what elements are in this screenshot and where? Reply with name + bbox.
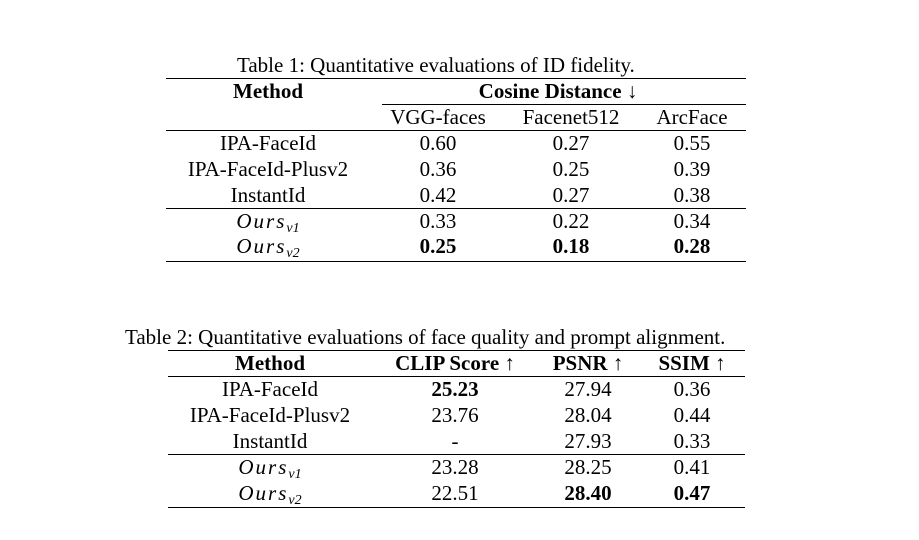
value-cell: 0.22 [552, 209, 590, 233]
value-cell: 0.25 [552, 157, 590, 181]
value-cell: 0.39 [673, 157, 711, 181]
value-cell: 0.47 [673, 481, 711, 505]
value-cell: 0.27 [552, 183, 590, 207]
method-cell: IPA-FaceId-Plusv2 [189, 403, 351, 427]
value-cell: - [451, 429, 459, 453]
value-cell: 0.42 [419, 183, 457, 207]
method-cell: Oursv1 [238, 455, 302, 482]
table-2-ours-rule [168, 454, 745, 455]
table-1-header-cosine: Cosine Distance ↓ [478, 79, 638, 103]
value-cell: 0.25 [419, 234, 457, 258]
value-cell: 0.60 [419, 131, 457, 155]
table-2-caption: Table 2: Quantitative evaluations of fac… [125, 325, 726, 349]
table-2-header-clip: CLIP Score ↑ [395, 351, 515, 375]
value-cell: 0.28 [673, 234, 711, 258]
table-1-subheader-arcface: ArcFace [656, 105, 728, 129]
value-cell: 0.44 [673, 403, 711, 427]
table-1-caption: Table 1: Quantitative evaluations of ID … [237, 53, 635, 77]
table-1-subheader-vgg: VGG-faces [390, 105, 486, 129]
method-cell: Oursv2 [236, 234, 300, 261]
method-cell: IPA-FaceId [221, 377, 319, 401]
value-cell: 28.40 [564, 481, 612, 505]
value-cell: 0.55 [673, 131, 711, 155]
value-cell: 23.76 [431, 403, 479, 427]
method-cell: IPA-FaceId [219, 131, 317, 155]
table-1-subheader-facenet: Facenet512 [522, 105, 620, 129]
table-1-header-method: Method [233, 79, 303, 103]
value-cell: 0.36 [419, 157, 457, 181]
table-2-mid-rule [168, 376, 745, 377]
table-1-bottom-rule [166, 261, 746, 263]
value-cell: 0.27 [552, 131, 590, 155]
value-cell: 0.34 [673, 209, 711, 233]
table-2-header-ssim: SSIM ↑ [658, 351, 726, 375]
table-1-mid-rule [166, 130, 746, 131]
value-cell: 0.38 [673, 183, 711, 207]
value-cell: 0.36 [673, 377, 711, 401]
value-cell: 27.94 [564, 377, 612, 401]
table-2-header-psnr: PSNR ↑ [552, 351, 624, 375]
table-1-group-rule [382, 104, 746, 105]
value-cell: 27.93 [564, 429, 612, 453]
method-cell: Oursv1 [236, 209, 300, 236]
method-cell: Oursv2 [238, 481, 302, 508]
value-cell: 0.41 [673, 455, 711, 479]
method-cell: IPA-FaceId-Plusv2 [187, 157, 349, 181]
value-cell: 25.23 [431, 377, 479, 401]
value-cell: 0.33 [419, 209, 457, 233]
table-2-top-rule [168, 350, 745, 352]
table-1-top-rule [166, 78, 746, 80]
value-cell: 23.28 [431, 455, 479, 479]
value-cell: 28.04 [564, 403, 612, 427]
value-cell: 0.18 [552, 234, 590, 258]
method-cell: InstantId [230, 183, 306, 207]
value-cell: 22.51 [431, 481, 479, 505]
value-cell: 28.25 [564, 455, 612, 479]
table-2-bottom-rule [168, 507, 745, 509]
table-1-ours-rule [166, 208, 746, 209]
table-2-header-method: Method [235, 351, 305, 375]
method-cell: InstantId [232, 429, 308, 453]
value-cell: 0.33 [673, 429, 711, 453]
